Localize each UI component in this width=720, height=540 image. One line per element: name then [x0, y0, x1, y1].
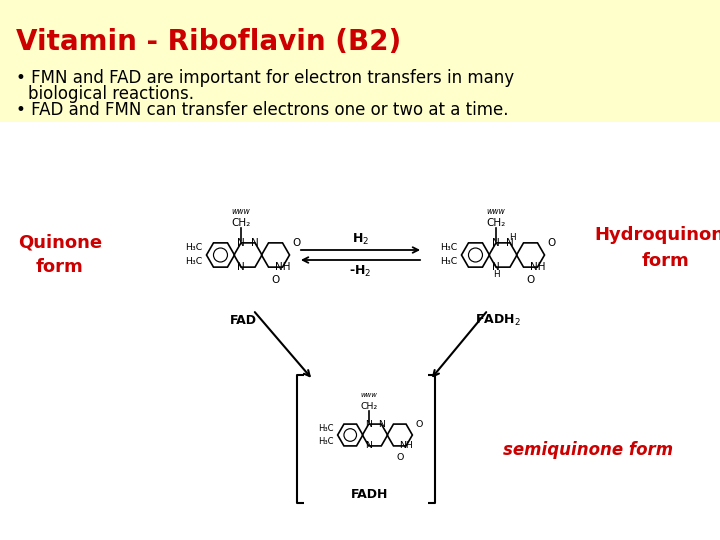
Text: FADH$_2$: FADH$_2$	[475, 313, 521, 328]
Text: FAD: FAD	[230, 314, 256, 327]
Text: H: H	[492, 269, 499, 279]
Text: N: N	[365, 442, 372, 450]
Text: H$_2$: H$_2$	[352, 232, 369, 247]
Text: H₃C: H₃C	[318, 437, 334, 446]
Text: FADH: FADH	[351, 489, 389, 502]
Text: NH: NH	[275, 262, 290, 272]
Text: -H$_2$: -H$_2$	[349, 264, 372, 279]
Text: N: N	[378, 420, 384, 429]
Text: H₃C: H₃C	[318, 424, 334, 433]
Text: N: N	[237, 238, 245, 248]
Text: O: O	[292, 238, 301, 248]
Bar	[0, 122, 720, 540]
Text: N: N	[237, 262, 245, 272]
Text: O: O	[526, 275, 535, 285]
Text: H: H	[509, 233, 516, 242]
Text: www: www	[232, 206, 251, 215]
Text: • FAD and FMN can transfer electrons one or two at a time.: • FAD and FMN can transfer electrons one…	[16, 101, 508, 119]
Text: Vitamin - Riboflavin (B2): Vitamin - Riboflavin (B2)	[16, 28, 401, 56]
Text: O: O	[415, 420, 423, 429]
Text: Quinone
form: Quinone form	[18, 233, 102, 276]
Text: N: N	[365, 420, 372, 429]
Text: N: N	[492, 238, 500, 248]
Text: O: O	[547, 238, 556, 248]
Text: H₃C: H₃C	[440, 258, 457, 267]
Text: H₃C: H₃C	[185, 244, 202, 253]
Text: NH: NH	[399, 442, 413, 450]
Text: N: N	[251, 238, 259, 248]
Text: www: www	[487, 206, 505, 215]
Text: O: O	[396, 453, 403, 462]
Text: CH₂: CH₂	[487, 218, 505, 228]
Text: www: www	[360, 393, 377, 399]
Text: NH: NH	[530, 262, 545, 272]
Text: semiquinone form: semiquinone form	[503, 441, 673, 459]
Text: CH₂: CH₂	[360, 402, 377, 411]
Text: N: N	[506, 238, 514, 248]
Text: H₃C: H₃C	[440, 244, 457, 253]
Text: biological reactions.: biological reactions.	[28, 85, 194, 103]
Text: N: N	[492, 262, 500, 272]
Text: O: O	[271, 275, 279, 285]
Text: H₃C: H₃C	[185, 258, 202, 267]
Text: CH₂: CH₂	[231, 218, 251, 228]
Text: Hydroquinone
form: Hydroquinone form	[594, 226, 720, 269]
Text: • FMN and FAD are important for electron transfers in many: • FMN and FAD are important for electron…	[16, 69, 514, 87]
